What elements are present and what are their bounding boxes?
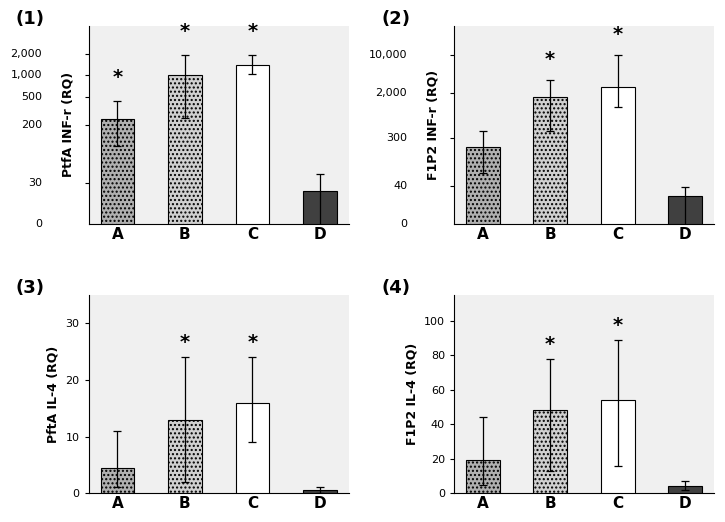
Bar (601, 87, 634, 224)
Text: 40: 40 (393, 181, 407, 191)
Y-axis label: F1P2 IL-4 (RQ): F1P2 IL-4 (RQ) (405, 343, 418, 445)
Bar (668, 486, 702, 493)
Text: (2): (2) (381, 10, 410, 28)
Text: 0: 0 (35, 219, 42, 229)
Bar (534, 97, 567, 224)
Text: 10,000: 10,000 (368, 50, 407, 61)
Text: *: * (613, 25, 623, 44)
Text: 2,000: 2,000 (10, 49, 42, 59)
Text: *: * (545, 335, 555, 354)
Text: *: * (545, 50, 555, 69)
Bar (101, 468, 134, 493)
Bar (236, 65, 269, 224)
Text: (1): (1) (16, 10, 45, 28)
Text: 30: 30 (28, 178, 42, 188)
Text: *: * (247, 334, 257, 352)
Bar (101, 120, 134, 224)
Y-axis label: PtfA INF-r (RQ): PtfA INF-r (RQ) (61, 72, 74, 177)
Bar (465, 147, 500, 224)
Bar (168, 75, 202, 224)
Bar (465, 460, 500, 493)
Text: *: * (613, 316, 623, 335)
Bar (236, 402, 269, 493)
Text: 200: 200 (21, 120, 42, 130)
Text: 1,000: 1,000 (10, 70, 42, 80)
Text: 500: 500 (21, 91, 42, 102)
Bar (534, 410, 567, 493)
Bar (668, 196, 702, 224)
Bar (303, 191, 337, 224)
Bar (303, 490, 337, 493)
Text: *: * (180, 334, 190, 352)
Text: *: * (112, 68, 123, 87)
Bar (601, 400, 634, 493)
Text: *: * (247, 22, 257, 41)
Text: 2,000: 2,000 (376, 88, 407, 98)
Y-axis label: PftA IL-4 (RQ): PftA IL-4 (RQ) (47, 346, 60, 443)
Text: 0: 0 (400, 219, 407, 229)
Text: *: * (180, 22, 190, 41)
Text: 300: 300 (386, 133, 407, 143)
Text: (4): (4) (381, 279, 410, 297)
Text: (3): (3) (16, 279, 45, 297)
Bar (168, 420, 202, 493)
Y-axis label: F1P2 INF-r (RQ): F1P2 INF-r (RQ) (426, 70, 439, 180)
